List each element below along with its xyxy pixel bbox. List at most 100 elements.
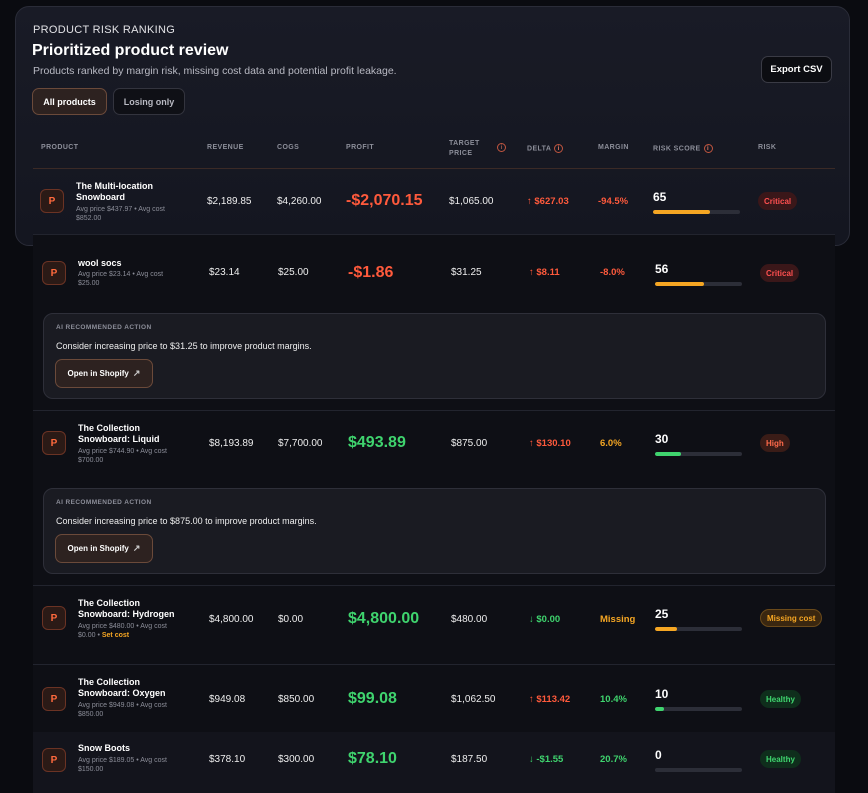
tab-losing-only[interactable]: Losing only — [113, 88, 185, 115]
product-name[interactable]: wool socs — [78, 258, 122, 268]
product-name-line2: Snowboard: Liquid — [78, 434, 160, 444]
row-divider — [33, 234, 835, 235]
product-meta-line2: $150.00 — [78, 766, 104, 773]
ai-recommendation-label: AI RECOMMENDED ACTION — [56, 324, 152, 331]
margin-cell: 6.0% — [600, 438, 622, 449]
delta-cell: ↑ $130.10 — [529, 438, 571, 449]
open-in-shopify-button[interactable]: Open in Shopify ↗ — [55, 534, 153, 563]
product-name[interactable]: The Collection Snowboard: Liquid — [78, 423, 160, 445]
header-divider — [33, 168, 835, 169]
cogs-cell: $4,260.00 — [277, 196, 322, 207]
risk-score-value: 56 — [655, 262, 669, 276]
product-name-line2: Snowboard: Hydrogen — [78, 609, 175, 619]
open-in-shopify-label: Open in Shopify — [67, 544, 129, 553]
delta-info-icon[interactable]: i — [554, 144, 564, 153]
risk-badge: Missing cost — [760, 609, 823, 627]
revenue-cell: $23.14 — [209, 267, 240, 278]
risk-badge: High — [760, 434, 790, 452]
risk-score-bar — [655, 282, 742, 286]
product-name-line1: The Multi-location — [76, 181, 153, 191]
column-header-target-price[interactable]: TARGET PRICE — [449, 139, 480, 159]
risk-score-bar-fill — [655, 282, 704, 286]
risk-score-bar — [655, 627, 742, 631]
column-header-target-line2: PRICE — [449, 150, 473, 157]
product-icon: P — [42, 606, 66, 630]
column-header-product[interactable]: PRODUCT — [41, 144, 79, 151]
profit-cell: $4,800.00 — [348, 610, 420, 627]
product-icon: P — [42, 687, 66, 711]
product-meta: Avg price $949.08 • Avg cost $850.00 — [78, 701, 167, 719]
profit-cell: -$1.86 — [348, 264, 394, 281]
product-icon: P — [40, 189, 64, 213]
margin-cell: 20.7% — [600, 754, 627, 765]
ai-recommendation-card: AI RECOMMENDED ACTION Consider increasin… — [43, 488, 826, 574]
page-subtitle: Products ranked by margin risk, missing … — [33, 65, 397, 77]
risk-ranking-panel — [15, 6, 850, 246]
product-icon: P — [42, 261, 66, 285]
ai-recommendation-label: AI RECOMMENDED ACTION — [56, 499, 152, 506]
product-meta-line2: $0.00 • Set cost — [78, 631, 167, 640]
column-header-risk-score[interactable]: RISK SCORE i — [653, 144, 713, 153]
profit-cell: -$2,070.15 — [346, 192, 423, 209]
risk-score-value: 25 — [655, 607, 669, 621]
risk-score-bar — [655, 452, 742, 456]
risk-score-value: 65 — [653, 190, 667, 204]
external-link-icon: ↗ — [132, 543, 141, 553]
cogs-cell: $850.00 — [278, 694, 315, 705]
margin-cell: 10.4% — [600, 694, 627, 705]
product-meta-line2: $850.00 — [78, 711, 104, 718]
risk-score-bar-fill — [655, 452, 682, 456]
product-meta-line1: Avg price $744.90 • Avg cost — [78, 448, 167, 455]
product-name-line1: The Collection — [78, 677, 141, 687]
column-header-target-line1: TARGET — [449, 140, 480, 147]
risk-score-bar-fill — [655, 707, 664, 711]
risk-score-bar — [655, 707, 742, 711]
revenue-cell: $2,189.85 — [207, 196, 252, 207]
column-header-delta[interactable]: DELTA i — [527, 144, 564, 153]
product-meta-line2: $700.00 — [78, 457, 104, 464]
target-price-info-icon[interactable]: i — [497, 143, 506, 152]
column-header-cogs[interactable]: COGS — [277, 144, 300, 151]
column-header-risk[interactable]: RISK — [758, 144, 777, 151]
risk-badge: Critical — [760, 264, 800, 282]
ai-recommendation-text: Consider increasing price to $31.25 to i… — [56, 341, 312, 351]
revenue-cell: $949.08 — [209, 694, 246, 705]
target-price-cell: $31.25 — [451, 267, 482, 278]
target-price-cell: $875.00 — [451, 438, 488, 449]
column-header-delta-label: DELTA — [527, 145, 552, 153]
cogs-cell: $7,700.00 — [278, 438, 323, 449]
product-name-line1: The Collection — [78, 423, 141, 433]
product-meta: Avg price $437.97 • Avg cost $852.00 — [76, 205, 165, 223]
column-header-profit[interactable]: PROFIT — [346, 144, 375, 151]
risk-score-value: 30 — [655, 432, 669, 446]
column-header-margin[interactable]: MARGIN — [598, 144, 629, 151]
revenue-cell: $4,800.00 — [209, 614, 254, 625]
export-csv-button[interactable]: Export CSV — [761, 56, 832, 83]
product-name[interactable]: The Collection Snowboard: Hydrogen — [78, 598, 175, 620]
section-kicker: PRODUCT RISK RANKING — [33, 24, 176, 36]
product-meta-line1: Avg price $189.05 • Avg cost — [78, 757, 167, 764]
set-cost-link[interactable]: Set cost — [101, 632, 130, 639]
product-meta: Avg price $480.00 • Avg cost $0.00 • Set… — [78, 622, 167, 640]
margin-cell: Missing — [600, 614, 636, 625]
product-meta-line1: Avg price $23.14 • Avg cost — [78, 271, 164, 278]
risk-score-bar-fill — [655, 627, 677, 631]
product-name[interactable]: The Multi-location Snowboard — [76, 181, 153, 203]
open-in-shopify-button[interactable]: Open in Shopify ↗ — [55, 359, 153, 388]
tab-all-products[interactable]: All products — [32, 88, 107, 115]
column-header-revenue[interactable]: REVENUE — [207, 144, 244, 151]
product-name[interactable]: The Collection Snowboard: Oxygen — [78, 677, 166, 699]
target-price-cell: $480.00 — [451, 614, 488, 625]
product-name[interactable]: Snow Boots — [78, 743, 130, 753]
cogs-cell: $300.00 — [278, 754, 315, 765]
risk-score-info-icon[interactable]: i — [703, 144, 713, 153]
row-highlight — [33, 732, 835, 793]
profit-cell: $78.10 — [348, 750, 397, 767]
product-name-line2: Snowboard — [76, 192, 125, 202]
delta-cell: ↓ $0.00 — [529, 614, 561, 625]
column-header-risk-score-label: RISK SCORE — [653, 145, 701, 153]
margin-cell: -8.0% — [600, 267, 625, 278]
delta-cell: ↓ -$1.55 — [529, 754, 564, 765]
product-meta: Avg price $744.90 • Avg cost $700.00 — [78, 447, 167, 465]
product-meta: Avg price $189.05 • Avg cost $150.00 — [78, 756, 167, 774]
